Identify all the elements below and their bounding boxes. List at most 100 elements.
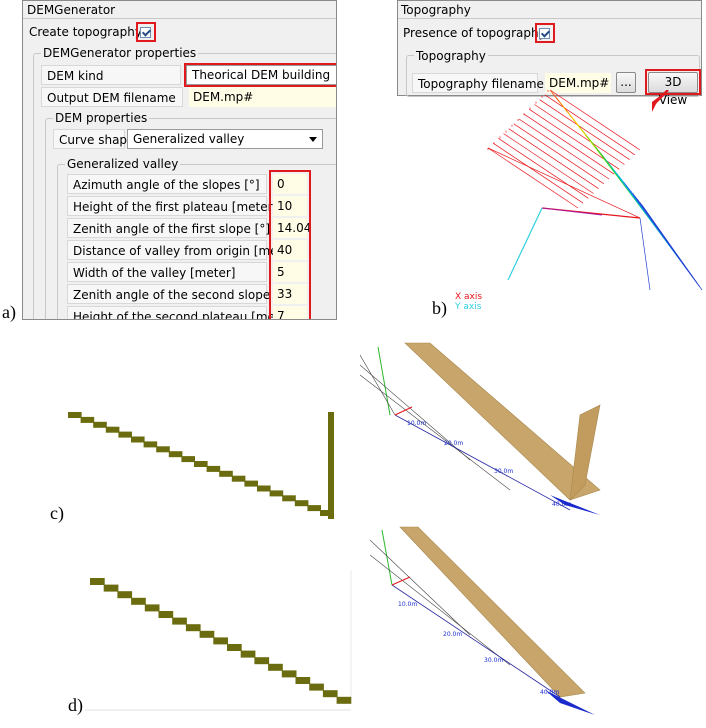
mesh-line: [534, 104, 625, 165]
stair-step: [282, 495, 296, 502]
mesh-line: [503, 133, 594, 194]
highlight-3d-view: [645, 69, 701, 95]
stair-step: [206, 465, 221, 472]
distance-label: 40.0m: [540, 689, 560, 696]
z-axis-line: [541, 207, 603, 216]
stair-step: [168, 451, 183, 458]
highlight-presence: [535, 23, 555, 43]
mesh-colored-lines: [549, 90, 703, 291]
grey-line: [370, 554, 511, 666]
stair-step: [295, 677, 311, 684]
stair-step: [172, 617, 187, 625]
dem-kind-select[interactable]: Theorical DEM building: [186, 65, 336, 85]
stair-step: [68, 412, 82, 418]
stair-step: [158, 611, 174, 618]
stair-step: [269, 490, 284, 497]
generalized-valley-group: [57, 164, 336, 319]
stair-step: [118, 431, 132, 438]
stair-step: [219, 470, 233, 477]
browse-button[interactable]: ...: [616, 72, 636, 93]
param-value-input[interactable]: 7: [273, 306, 307, 319]
mesh-line: [549, 90, 641, 151]
green-axis: [377, 346, 391, 416]
topography-window-title: Topography: [401, 3, 471, 17]
grey-line: [360, 354, 396, 416]
stair-step: [244, 480, 258, 487]
stair-step: [117, 591, 133, 599]
stair-step: [294, 500, 309, 507]
stair-step: [185, 624, 201, 632]
distance-label: 40.0m: [552, 501, 572, 508]
presence-topography-checkbox[interactable]: [539, 28, 550, 39]
figure-label-c: c): [50, 503, 64, 523]
legend-y-axis: Y axis: [455, 302, 482, 312]
dem-kind-label: DEM kind: [41, 65, 181, 85]
stair-step: [90, 578, 105, 585]
demgenerator-title: DEMGenerator: [27, 3, 116, 17]
generalized-valley-title: Generalized valley: [65, 157, 181, 171]
y-axis-line: [507, 207, 543, 281]
distance-label: 20.0m: [443, 631, 463, 638]
staircase-profile: [68, 412, 334, 516]
stair-step: [80, 416, 95, 423]
output-filename-input[interactable]: DEM.mp#: [189, 87, 336, 107]
param-label: Zenith angle of the second slope [°]: [67, 284, 289, 304]
title-divider: [398, 18, 701, 19]
distance-label: 10.0m: [398, 601, 418, 608]
slope-surface: [399, 526, 586, 698]
blue-arrow-icon: [550, 495, 600, 515]
mesh-line: [539, 99, 630, 160]
stair-step: [231, 475, 246, 482]
grey-line: [370, 539, 471, 636]
create-topography-checkbox[interactable]: [140, 27, 151, 38]
mesh-line: [513, 123, 605, 185]
param-label: Zenith angle of the first slope [°]: [67, 218, 270, 238]
x-axis-line: [394, 414, 571, 511]
stair-step: [93, 421, 107, 428]
grey-line: [360, 364, 471, 461]
figure-label-d: d): [68, 695, 83, 715]
stair-step: [307, 505, 321, 512]
param-label: Height of the second plateau [meter]: [67, 306, 297, 319]
param-value-input[interactable]: 10: [273, 196, 307, 216]
stair-step: [199, 630, 215, 638]
3d-view-button[interactable]: 3D View: [648, 72, 698, 107]
stair-step: [281, 670, 297, 678]
param-value-input[interactable]: 5: [273, 262, 307, 282]
stair-step: [257, 485, 271, 492]
highlight-param-values: [269, 170, 311, 319]
stair-step: [181, 456, 195, 463]
distance-label: 10.0m: [407, 420, 427, 427]
param-label: Width of the valley [meter]: [67, 262, 267, 282]
red-axis: [394, 406, 413, 416]
curve-shape-value: Generalized valley: [133, 132, 245, 146]
mesh-line: [498, 138, 589, 199]
stair-step: [309, 683, 324, 691]
mesh-line: [508, 128, 599, 189]
valley-profile-d: [85, 570, 352, 711]
mesh-line: [518, 118, 610, 180]
param-value-input[interactable]: 40: [273, 240, 307, 260]
mesh-line: [523, 113, 615, 175]
param-label: Height of the first plateau [meter]: [67, 196, 277, 216]
param-value-input[interactable]: 33: [273, 284, 307, 304]
dem-properties-title: DEM properties: [53, 111, 150, 125]
grey-line: [360, 374, 511, 491]
mesh-line: [492, 142, 584, 204]
param-value-input[interactable]: 0: [273, 174, 307, 194]
legend-x-axis: X axis: [455, 292, 483, 302]
right-wall: [328, 412, 334, 519]
red-arrow-shaft: [653, 90, 669, 105]
topography-filename-input[interactable]: DEM.mp#: [545, 73, 611, 93]
mesh-line: [487, 147, 579, 209]
demgenerator-panel: DEMGenerator Create topography DEMGenera…: [22, 0, 337, 320]
valley-profile-c: [68, 412, 334, 519]
stair-step: [144, 604, 160, 612]
curve-shape-select[interactable]: Generalized valley: [127, 129, 323, 149]
title-divider: [23, 18, 336, 19]
highlight-dem-kind: [184, 63, 336, 87]
param-value-input[interactable]: 14.04: [273, 218, 311, 238]
x-axis-line: [391, 584, 561, 698]
stair-step: [322, 690, 338, 698]
figure-label-a: a): [2, 302, 16, 322]
